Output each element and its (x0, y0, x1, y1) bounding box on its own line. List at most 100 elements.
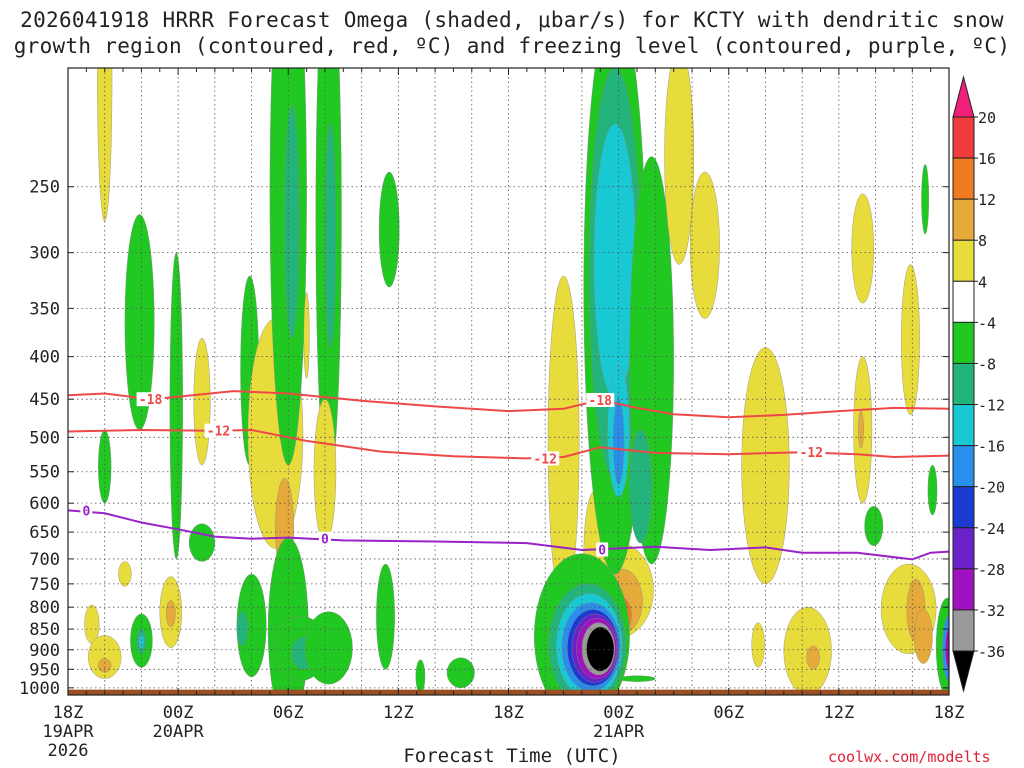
omega-region (188, 523, 216, 562)
contour-label-bg (80, 503, 93, 518)
omega-region (664, 68, 695, 265)
x-tick-label: 18Z (493, 703, 524, 723)
colorbar-bin (952, 280, 975, 323)
contour-label-bg (318, 531, 331, 546)
y-tick-label: 700 (29, 550, 60, 570)
contour-line (67, 509, 950, 561)
source-credit: coolwx.com/modelts (828, 748, 991, 766)
y-tick-label: 300 (29, 244, 60, 264)
grid (68, 68, 949, 695)
y-tick-label: 800 (29, 598, 60, 618)
omega-region (376, 563, 395, 670)
x-tick-label: 00Z (603, 703, 634, 723)
omega-region (118, 561, 132, 587)
omega-region (446, 657, 475, 689)
chart-title-line-1: 2026041918 HRRR Forecast Omega (shaded, … (20, 8, 1004, 32)
colorbar-label: -32 (978, 602, 1005, 620)
omega-region (303, 292, 310, 379)
x-axis-label: Forecast Time (UTC) (403, 745, 621, 767)
colorbar-label: 16 (978, 150, 996, 168)
y-tick-label: 400 (29, 348, 60, 368)
omega-region (851, 193, 874, 304)
y-tick-label: 650 (29, 523, 60, 543)
temperature-contours: -18 -18 -12 -12 -12 0 0 0 (67, 390, 950, 561)
colorbar-cap-bottom (952, 650, 975, 693)
omega-region (927, 464, 938, 516)
x-tick-label: 12Z (383, 703, 414, 723)
omega-region (921, 164, 930, 235)
colorbar-label: -28 (978, 561, 1005, 579)
x-tick-label: 06Z (713, 703, 744, 723)
contour-label: -12 (800, 446, 823, 461)
contour-label: -18 (589, 394, 613, 409)
y-tick-label: 900 (29, 641, 60, 661)
omega-region (864, 505, 884, 546)
colorbar-bin (952, 486, 975, 529)
colorbar-label: -36 (978, 643, 1005, 661)
colorbar-label: 8 (978, 232, 987, 250)
colorbar-cap-top (952, 75, 975, 118)
x-tick-date: 19APR (42, 722, 94, 742)
omega-region (751, 622, 765, 668)
colorbar-bin (952, 568, 975, 611)
omega-region (236, 611, 249, 646)
omega-region (378, 171, 400, 288)
omega-region (313, 399, 337, 544)
contour-label: 0 (598, 543, 606, 558)
colorbar-label: -24 (978, 520, 1005, 538)
contour-label-bg (596, 542, 609, 557)
x-tick-date: 20APR (153, 722, 205, 742)
colorbar-label: -4 (978, 314, 996, 332)
x-tick-label: 18Z (53, 703, 84, 723)
colorbar-bin (952, 445, 975, 488)
omega-region (857, 410, 864, 449)
omega-region (586, 626, 615, 672)
colorbar-label: -20 (978, 479, 1005, 497)
omega-region (193, 337, 211, 466)
omega-region (806, 645, 820, 670)
colorbar-bin (952, 321, 975, 364)
omega-region (165, 600, 176, 628)
omega-region (324, 123, 337, 348)
y-tick-label: 600 (29, 494, 60, 514)
omega-region (284, 105, 300, 339)
contour-label-bg (204, 423, 233, 438)
y-tick-label: 1000 (19, 679, 60, 699)
colorbar: 20 16 12 8 4 -4 -8 -12 -16 -20 -24 -28 -32 -36 (952, 75, 1005, 693)
colorbar-label: 4 (978, 273, 987, 291)
omega-region (629, 429, 652, 544)
contour-label-bg (136, 392, 165, 407)
colorbar-bin (952, 527, 975, 570)
contour-label: -12 (533, 452, 556, 467)
colorbar-label: 20 (978, 109, 996, 127)
omega-region (98, 658, 112, 673)
y-tick-label: 450 (29, 390, 60, 410)
contour-label: -12 (207, 425, 230, 440)
y-tick-label: 500 (29, 428, 60, 448)
y-tick-label: 850 (29, 620, 60, 640)
x-tick-label: 06Z (273, 703, 304, 723)
omega-shading (84, 68, 949, 695)
omega-region (169, 252, 183, 560)
contour-label: 0 (321, 533, 329, 548)
contour-label-bg (797, 445, 826, 460)
contour-label: 0 (82, 504, 90, 519)
omega-region (618, 675, 656, 682)
y-tick-label: 550 (29, 463, 60, 483)
contour-line (67, 390, 950, 419)
contour-label-bg (586, 393, 615, 408)
omega-region (901, 264, 920, 416)
x-tick-year: 2026 (48, 741, 89, 761)
contour-label: -18 (139, 393, 163, 408)
colorbar-label: -12 (978, 397, 1005, 415)
x-tick-label: 00Z (163, 703, 194, 723)
colorbar-bin (952, 404, 975, 447)
x-tick-date: 21APR (593, 722, 645, 742)
colorbar-bin (952, 198, 975, 241)
colorbar-label: -8 (978, 355, 996, 373)
contour-label-bg (531, 451, 560, 466)
colorbar-bin (952, 116, 975, 159)
x-tick-label: 18Z (934, 703, 965, 723)
colorbar-bin (952, 157, 975, 200)
